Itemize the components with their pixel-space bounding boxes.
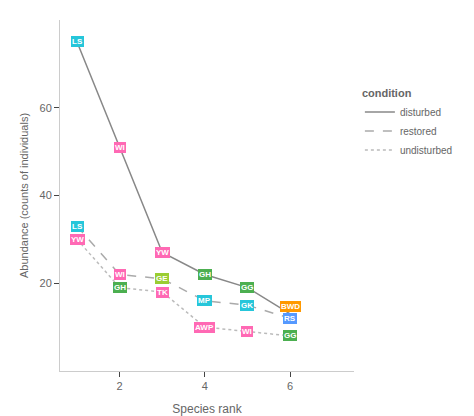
svg-text:4: 4: [202, 380, 208, 392]
svg-text:GG: GG: [241, 283, 253, 292]
svg-text:6: 6: [287, 380, 293, 392]
svg-text:AWP: AWP: [195, 323, 214, 332]
svg-text:40: 40: [40, 189, 52, 201]
svg-text:WI: WI: [115, 143, 125, 152]
svg-text:LS: LS: [72, 37, 83, 46]
svg-text:undisturbed: undisturbed: [400, 145, 452, 156]
svg-text:YW: YW: [156, 248, 169, 257]
svg-text:BWD: BWD: [281, 302, 300, 311]
svg-text:RS: RS: [284, 314, 296, 323]
svg-text:Species rank: Species rank: [172, 402, 242, 416]
svg-text:GE: GE: [156, 274, 168, 283]
svg-text:disturbed: disturbed: [400, 107, 441, 118]
svg-text:condition: condition: [362, 87, 412, 99]
svg-text:GG: GG: [284, 331, 296, 340]
svg-text:MP: MP: [198, 296, 211, 305]
svg-text:WI: WI: [115, 270, 125, 279]
svg-text:20: 20: [40, 277, 52, 289]
svg-text:GH: GH: [114, 283, 126, 292]
svg-text:Abundance (counts of individua: Abundance (counts of individuals): [18, 113, 30, 278]
svg-text:2: 2: [117, 380, 123, 392]
svg-text:TK: TK: [157, 288, 168, 297]
svg-text:GH: GH: [199, 270, 211, 279]
svg-text:LS: LS: [72, 222, 83, 231]
svg-text:restored: restored: [400, 126, 437, 137]
svg-text:WI: WI: [242, 327, 252, 336]
svg-text:GK: GK: [241, 301, 253, 310]
svg-text:60: 60: [40, 102, 52, 114]
svg-text:YW: YW: [71, 235, 84, 244]
